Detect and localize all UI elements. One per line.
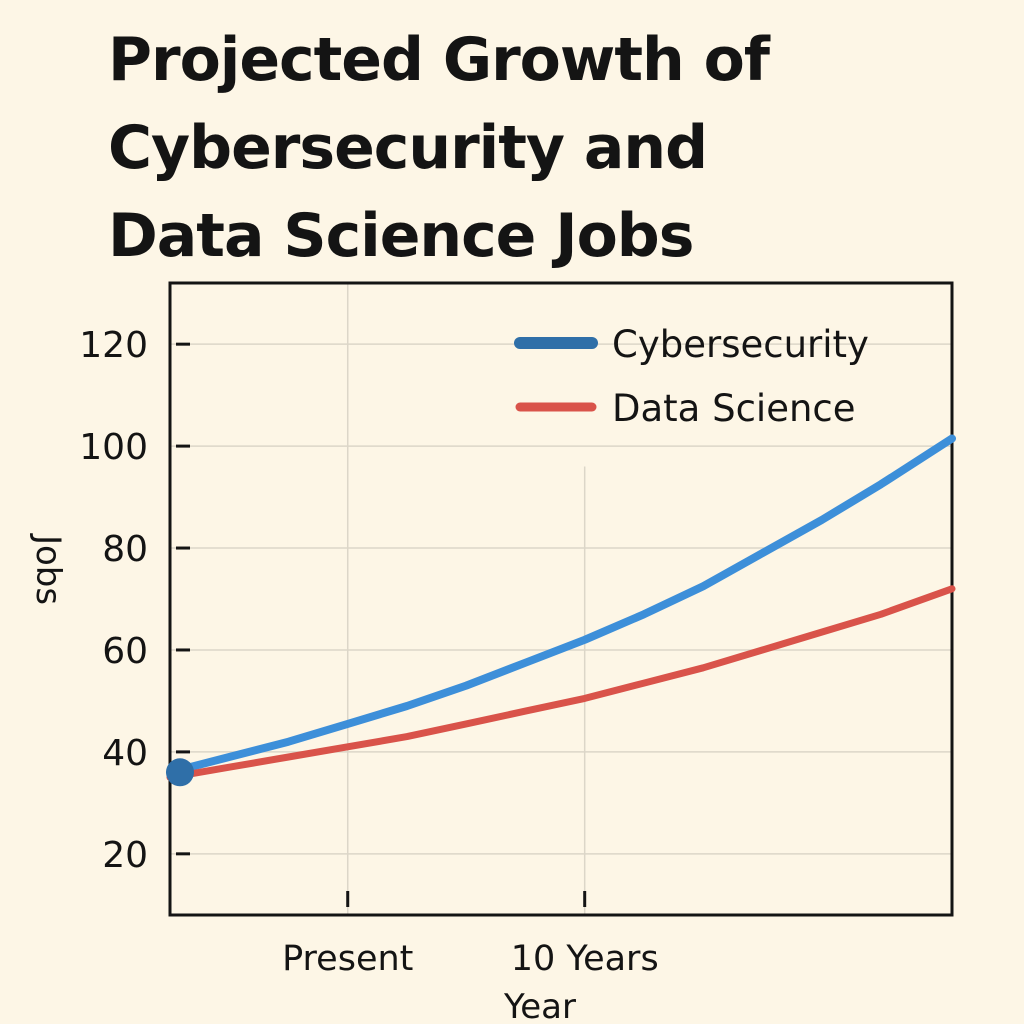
chart-title-line-3: Data Science Jobs: [108, 201, 694, 271]
legend-label-data-science: Data Science: [612, 387, 856, 430]
series-start-point: [166, 758, 194, 787]
y-tick-label-20: 20: [102, 835, 148, 876]
chart-legend: Cybersecurity Data Science: [514, 323, 869, 430]
grid-layer: [170, 283, 952, 915]
axis-labels: Year Jobs: [28, 533, 576, 1024]
x-axis-label: Year: [503, 987, 576, 1024]
y-tick-label-40: 40: [102, 733, 148, 774]
series-line-cybersecurity: [166, 434, 956, 777]
x-tick-label-1: 10 Years: [511, 939, 659, 979]
plot-frame: [168, 281, 954, 917]
chart-title: Projected Growth of Cybersecurity and Da…: [108, 16, 988, 280]
series-layer: [166, 434, 956, 787]
series-line-data-science: [166, 585, 956, 781]
chart-title-line-1: Projected Growth of: [108, 25, 770, 95]
y-axis-label: Jobs: [28, 533, 68, 605]
y-tick-label-60: 60: [102, 631, 148, 672]
y-tick-label-120: 120: [79, 325, 148, 366]
chart-title-line-2: Cybersecurity and: [108, 113, 708, 183]
y-tick-label-80: 80: [102, 529, 148, 570]
y-tick-label-100: 100: [79, 427, 148, 468]
x-tick-label-0: Present: [282, 939, 413, 979]
legend-label-cybersecurity: Cybersecurity: [612, 323, 869, 366]
axis-layer: 20 40 60 80 100 120 Present 10 Years: [79, 281, 954, 979]
